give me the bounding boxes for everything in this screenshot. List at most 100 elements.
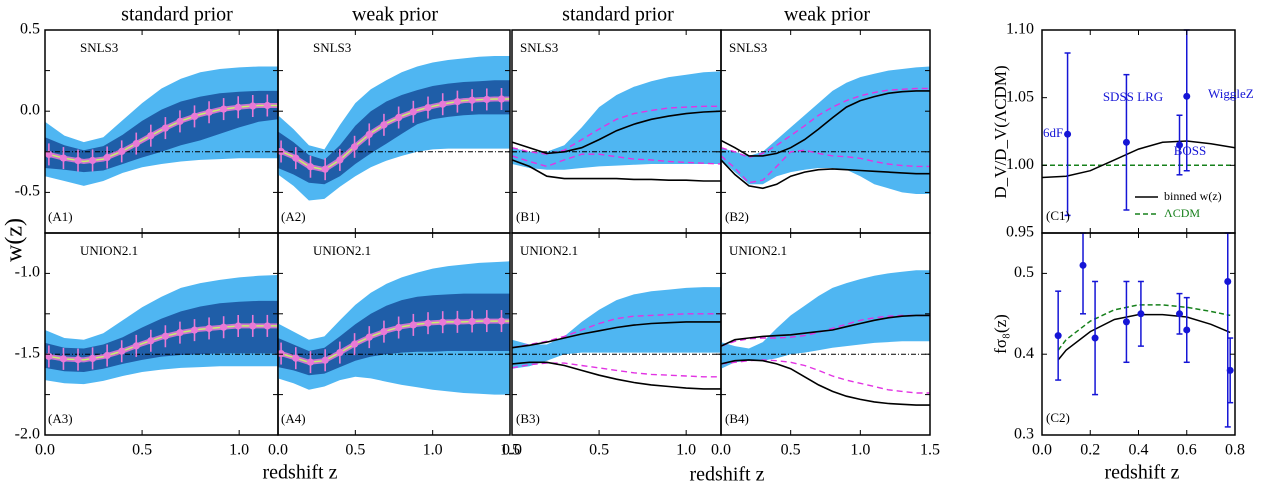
y-tick-label: 0.0 (20, 102, 40, 119)
reconstructed-point (409, 108, 417, 116)
panel-label: (A4) (281, 411, 306, 426)
y-tick-label: 0.5 (20, 21, 40, 38)
x-axis-label: redshift z (690, 464, 765, 486)
panel-label: (C2) (1046, 410, 1070, 425)
solid-upper-curve (720, 314, 930, 347)
x-tick-label: 1.0 (676, 442, 696, 459)
dataset-label: SNLS3 (520, 40, 558, 55)
bao-point (1176, 141, 1184, 149)
dataset-label: UNION2.1 (80, 243, 138, 258)
reconstructed-point (103, 351, 111, 360)
reconstructed-point (234, 322, 242, 330)
y-tick-label: 0.5 (1014, 264, 1034, 281)
reconstructed-point (88, 354, 97, 363)
plot-labels: SNLS3 (A1) SNLS3 (A2) UNION2.1 (A3) UNION2.1 (A… (2, 4, 1254, 486)
reconstructed-point (176, 329, 184, 337)
bao-survey-label: BOSS (1174, 143, 1207, 158)
dataset-label: UNION2.1 (729, 243, 787, 258)
dashed-upper-curve (720, 314, 930, 347)
reconstructed-point (176, 117, 184, 125)
x-tick-label: 0.4 (1129, 442, 1149, 459)
y-axis-label: fσ₈(z) (991, 314, 1010, 354)
legend-label: binned w(z) (1164, 189, 1222, 203)
dataset-label: SNLS3 (80, 40, 118, 55)
reconstructed-point (263, 101, 271, 110)
x-tick-label: 0.5 (345, 442, 365, 459)
reconstructed-point (380, 121, 388, 129)
reconstructed-point (59, 154, 68, 162)
reconstructed-point (74, 156, 82, 165)
reconstructed-point (453, 98, 462, 106)
reconstructed-point (439, 100, 447, 108)
reconstructed-point (468, 317, 476, 326)
reconstructed-point (45, 150, 53, 158)
solid-lower-curve (511, 361, 721, 390)
reconstructed-point (483, 317, 491, 325)
reconstructed-point (277, 349, 285, 358)
reconstructed-point (395, 113, 403, 122)
reconstructed-point (424, 103, 432, 112)
y-axis-label: D_V/D_V(ΛCDM) (991, 65, 1010, 198)
reconstructed-point (161, 332, 169, 340)
solid-lower-curve (511, 159, 721, 182)
bao-survey-label: 6dF (1043, 125, 1063, 140)
bao-survey-label: SDSS LRG (1103, 89, 1163, 104)
reconstructed-point (321, 165, 329, 173)
reconstructed-point (497, 95, 506, 103)
growth-point (1224, 277, 1232, 285)
lcdm-curve (1057, 304, 1231, 351)
dataset-label: SNLS3 (729, 40, 767, 55)
panel-label: (A2) (281, 209, 306, 224)
solid-lower-curve (720, 359, 930, 406)
reconstructed-point (424, 319, 432, 327)
y-tick-label: 0.95 (1006, 224, 1034, 241)
x-tick-label: 1.0 (229, 442, 249, 459)
x-tick-label: 1.5 (500, 442, 520, 459)
model-confidence-band (512, 71, 721, 170)
column-title: weak prior (784, 4, 870, 26)
solid-lower-curve (720, 159, 930, 190)
dataset-label: UNION2.1 (313, 243, 371, 258)
reconstructed-point (321, 356, 329, 364)
panel-frame (720, 232, 931, 436)
y-tick-label: 0.3 (1014, 426, 1034, 443)
reconstructed-point (336, 348, 344, 357)
solid-upper-curve (720, 90, 930, 157)
reconstructed-point (468, 96, 476, 104)
reconstructed-point (205, 108, 213, 116)
reconstructed-point (147, 337, 155, 345)
x-tick-label: 1.5 (920, 442, 940, 459)
reconstructed-point (205, 324, 213, 333)
plot-content (44, 29, 1236, 436)
x-tick-label: 0.0 (268, 442, 288, 459)
reconstructed-point (409, 321, 417, 329)
y-tick-label: -0.5 (15, 183, 40, 200)
x-axis-label: redshift z (1105, 462, 1180, 484)
x-tick-label: 0.0 (502, 442, 522, 459)
panel-label: (C1) (1046, 208, 1070, 223)
growth-point (1183, 326, 1191, 334)
y-tick-label: 1.10 (1006, 21, 1034, 38)
panel-label: (B1) (516, 209, 540, 224)
growth-point (1226, 366, 1234, 374)
binned-w-curve (1057, 313, 1231, 361)
solid-upper-curve (511, 110, 722, 155)
panel-frame (277, 232, 511, 436)
inner-confidence-band (278, 80, 510, 185)
column-title: standard prior (121, 4, 233, 26)
x-tick-label: 0.0 (711, 442, 731, 459)
growth-point (1054, 332, 1062, 340)
reconstructed-point (234, 103, 242, 111)
x-tick-label: 0.5 (781, 442, 801, 459)
reconstructed-point (497, 317, 506, 325)
dataset-label: SNLS3 (313, 40, 351, 55)
reconstructed-point (132, 342, 140, 350)
reconstructed-point (365, 130, 373, 139)
growth-point (1137, 310, 1145, 318)
reconstructed-point (350, 143, 359, 151)
reconstructed-point (395, 323, 403, 332)
panel-label: (B4) (725, 411, 749, 426)
legend-label: ΛCDM (1164, 206, 1200, 220)
reconstructed-point (483, 95, 491, 104)
reconstructed-point (292, 154, 300, 162)
